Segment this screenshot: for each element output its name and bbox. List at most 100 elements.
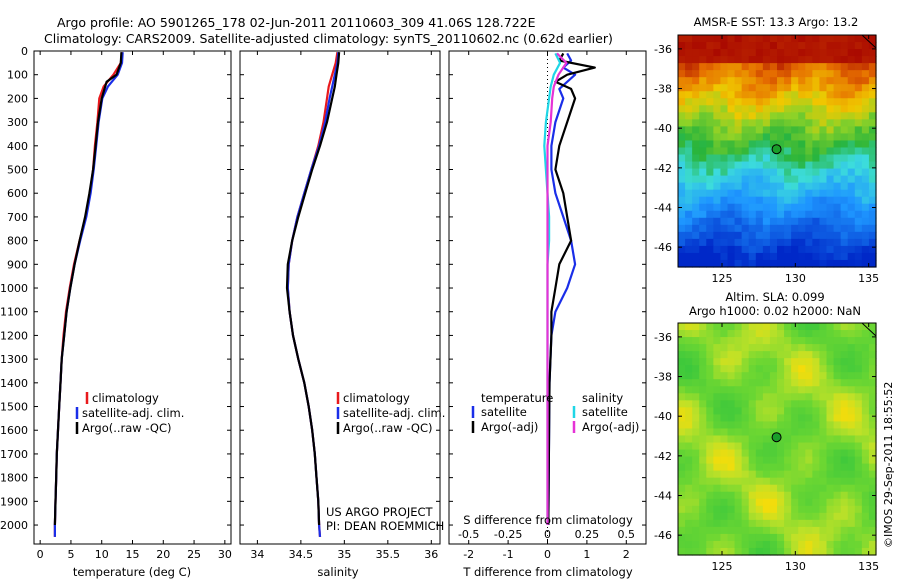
map-cell xyxy=(819,238,828,247)
map-cell xyxy=(812,449,821,458)
map-cell xyxy=(777,161,785,170)
map-cell xyxy=(755,449,764,458)
map-cell xyxy=(706,519,714,528)
map-cell xyxy=(868,512,877,521)
map-cell xyxy=(854,484,863,493)
map-cell xyxy=(777,63,785,71)
map-cell xyxy=(741,421,750,430)
map-cell xyxy=(812,35,821,43)
map-cell xyxy=(685,231,693,240)
map-cell xyxy=(741,42,750,50)
map-cell xyxy=(854,337,863,345)
map-cell xyxy=(706,217,714,226)
map-cell xyxy=(833,112,842,120)
map-cell xyxy=(692,210,700,219)
map-cell xyxy=(692,393,700,401)
map-cell xyxy=(784,133,792,142)
map-cell xyxy=(762,77,771,85)
map-cell xyxy=(720,196,729,205)
map-cell xyxy=(734,56,743,64)
map-cell xyxy=(699,330,707,338)
map-cell xyxy=(861,533,870,542)
map-cell xyxy=(833,512,842,521)
map-cell xyxy=(805,196,813,205)
map-cell xyxy=(685,217,693,226)
map-cell xyxy=(777,203,785,212)
map-cell xyxy=(699,168,707,177)
sla-map-title-line2: Argo h1000: 0.02 h2000: NaN xyxy=(689,304,861,318)
salinity-difference-tick-label: -0.5 xyxy=(458,528,479,541)
longitude-tick-label: 135 xyxy=(858,272,879,285)
map-cell xyxy=(685,477,693,486)
map-cell xyxy=(741,351,750,359)
map-cell xyxy=(678,98,686,106)
map-cell xyxy=(748,91,757,99)
map-cell xyxy=(755,42,764,50)
map-cell xyxy=(692,428,700,437)
map-cell xyxy=(769,442,778,451)
map-cell xyxy=(805,112,813,120)
map-cell xyxy=(861,182,870,191)
map-cell xyxy=(699,337,707,345)
map-cell xyxy=(720,112,729,120)
map-cell xyxy=(678,407,686,415)
map-cell xyxy=(755,224,764,233)
map-cell xyxy=(840,119,849,127)
map-cell xyxy=(826,210,835,219)
map-cell xyxy=(720,161,729,170)
map-cell xyxy=(819,414,828,423)
map-cell xyxy=(734,42,743,50)
map-cell xyxy=(847,63,856,71)
map-cell xyxy=(840,365,849,373)
salinity-difference-tick-label: 0.5 xyxy=(618,528,636,541)
map-cell xyxy=(727,147,736,156)
map-cell xyxy=(798,77,806,85)
map-cell xyxy=(706,252,714,261)
map-cell xyxy=(847,56,856,64)
map-cell xyxy=(748,533,757,542)
map-cell xyxy=(791,407,799,415)
map-cell xyxy=(840,126,849,135)
map-cell xyxy=(840,70,849,78)
map-cell xyxy=(720,42,729,50)
map-cell xyxy=(777,428,785,437)
map-cell xyxy=(819,393,828,401)
map-cell xyxy=(727,330,736,338)
map-cell xyxy=(678,63,686,71)
map-cell xyxy=(685,154,693,163)
map-cell xyxy=(840,161,849,170)
map-cell xyxy=(692,323,700,331)
map-cell xyxy=(755,358,764,366)
map-cell xyxy=(699,70,707,78)
map-cell xyxy=(861,119,870,127)
map-cell xyxy=(748,42,757,50)
map-cell xyxy=(713,252,722,261)
map-cell xyxy=(699,49,707,57)
map-cell xyxy=(868,154,877,163)
map-cell xyxy=(812,217,821,226)
map-cell xyxy=(727,379,736,387)
map-cell xyxy=(755,428,764,437)
map-cell xyxy=(868,435,877,444)
map-cell xyxy=(840,498,849,507)
map-cell xyxy=(720,421,729,430)
map-cell xyxy=(678,210,686,219)
map-cell xyxy=(791,84,799,92)
map-cell xyxy=(854,421,863,430)
map-cell xyxy=(727,42,736,50)
map-cell xyxy=(713,112,722,120)
map-cell xyxy=(713,168,722,177)
map-cell xyxy=(819,203,828,212)
map-cell xyxy=(784,224,792,233)
map-cell xyxy=(791,119,799,127)
map-cell xyxy=(805,421,813,430)
map-cell xyxy=(741,112,750,120)
map-cell xyxy=(734,196,743,205)
map-cell xyxy=(840,63,849,71)
map-cell xyxy=(727,407,736,415)
map-cell xyxy=(798,358,806,366)
map-cell xyxy=(769,203,778,212)
map-cell xyxy=(699,428,707,437)
map-cell xyxy=(748,84,757,92)
map-cell xyxy=(819,56,828,64)
